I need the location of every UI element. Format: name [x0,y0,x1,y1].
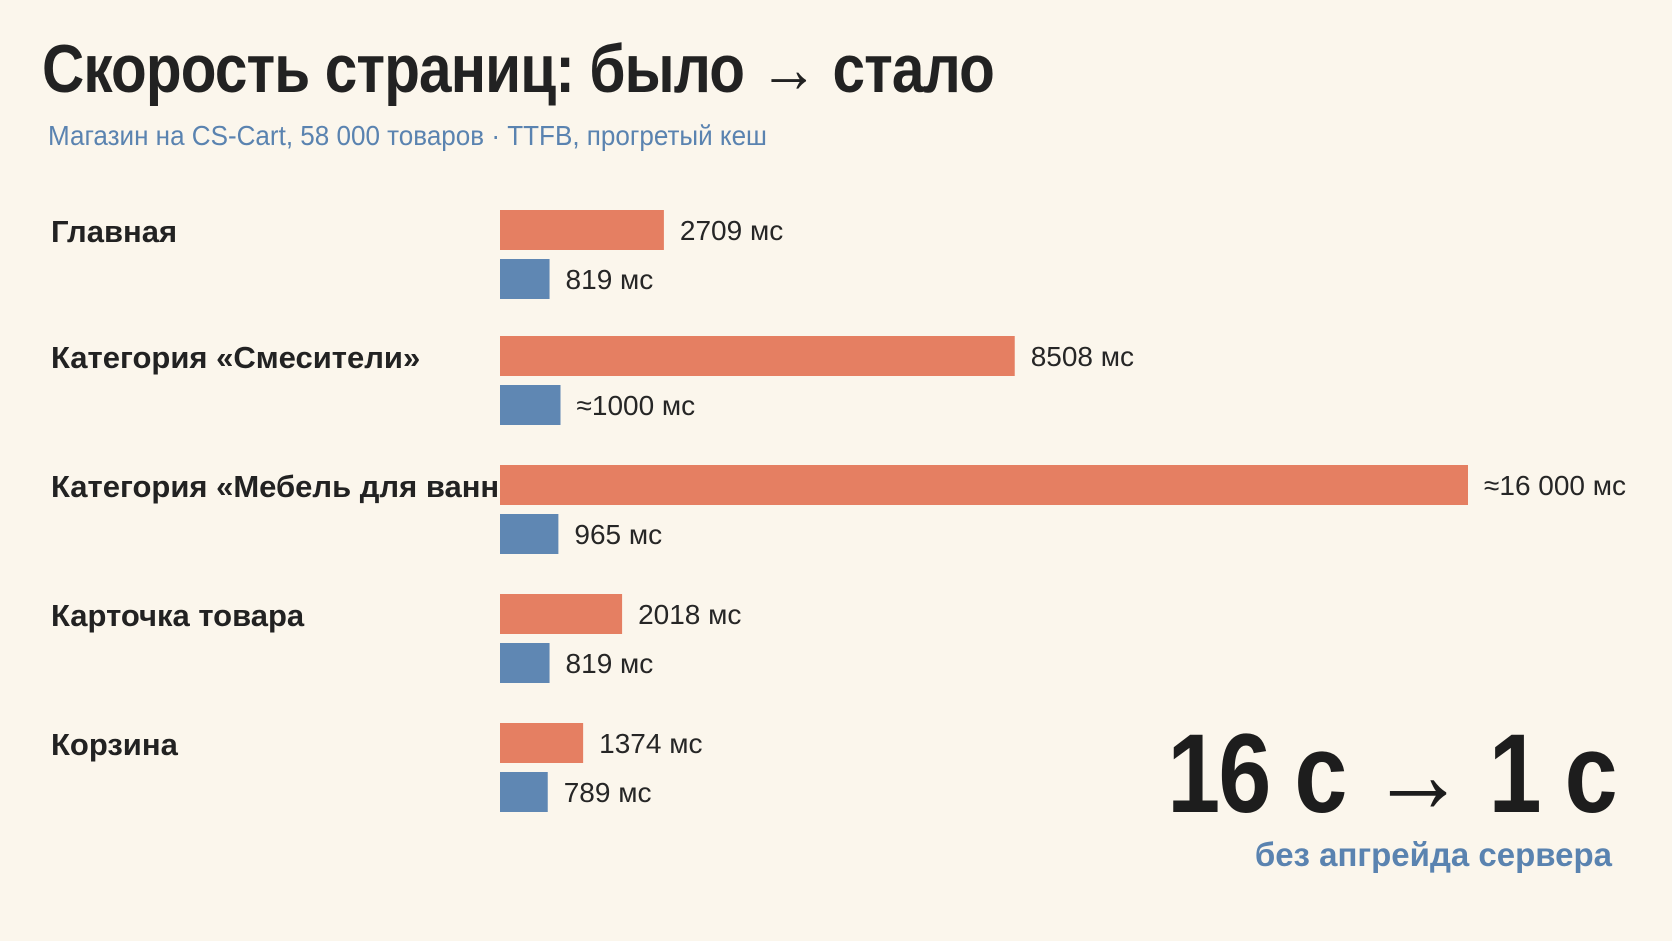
bar-after-product-card [500,643,550,683]
value-label-after-mixers: ≈1000 мс [577,390,696,421]
value-label-after-bath-furniture: 965 мс [574,519,662,550]
category-label-cart: Корзина [51,727,179,762]
value-label-before-cart: 1374 мс [599,728,702,759]
summary-result: 16 с → 1 с [1167,711,1617,836]
bar-before-cart [500,723,584,763]
bar-after-mixers [500,385,561,425]
bar-before-product-card [500,594,623,634]
bar-before-mixers [500,336,1015,376]
chart-subtitle: Магазин на CS-Cart, 58 000 товаров · TTF… [48,120,767,151]
category-label-home: Главная [51,214,177,249]
value-label-after-cart: 789 мс [564,777,652,808]
value-label-after-product-card: 819 мс [566,648,654,679]
bar-before-bath-furniture [500,465,1468,505]
value-label-before-bath-furniture: ≈16 000 мс [1484,470,1626,501]
category-label-bath-furniture: Категория «Мебель для ванной» [51,469,554,504]
bar-after-cart [500,772,548,812]
category-label-mixers: Категория «Смесители» [51,340,420,375]
chart-title: Скорость страниц: было → стало [42,31,995,107]
category-label-product-card: Карточка товара [51,598,305,633]
value-label-after-home: 819 мс [566,264,654,295]
bar-after-home [500,259,550,299]
value-label-before-home: 2709 мс [680,215,783,246]
value-label-before-product-card: 2018 мс [638,599,741,630]
bar-before-home [500,210,664,250]
summary-note: без апгрейда сервера [1254,836,1612,873]
value-label-before-mixers: 8508 мс [1031,341,1134,372]
bar-after-bath-furniture [500,514,559,554]
